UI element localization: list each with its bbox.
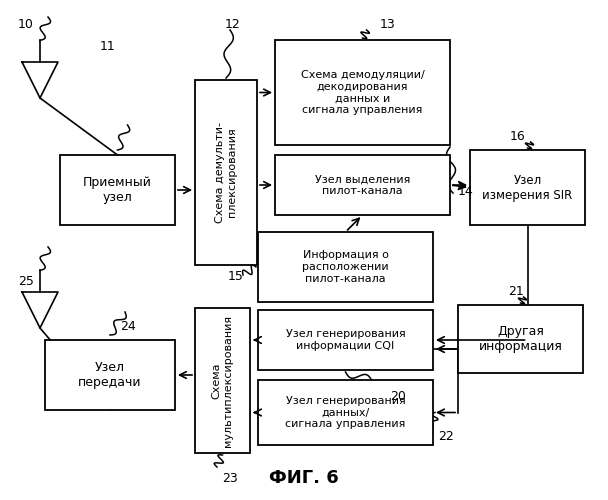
- Text: 22: 22: [438, 430, 454, 443]
- Bar: [258, 232, 433, 302]
- Bar: [195, 308, 250, 453]
- Text: 13: 13: [380, 18, 396, 31]
- Text: Узел
измерения SIR: Узел измерения SIR: [482, 174, 573, 202]
- Text: ФИГ. 6: ФИГ. 6: [269, 469, 339, 487]
- Text: 25: 25: [18, 275, 34, 288]
- Text: Информация о
расположении
пилот-канала: Информация о расположении пилот-канала: [302, 250, 389, 284]
- Text: 15: 15: [228, 270, 244, 283]
- Text: 14: 14: [458, 185, 474, 198]
- Text: 12: 12: [225, 18, 241, 31]
- Text: 11: 11: [100, 40, 116, 53]
- Bar: [458, 305, 583, 373]
- Text: Схема демульти-
плексирования: Схема демульти- плексирования: [215, 122, 237, 223]
- Text: 20: 20: [390, 390, 406, 403]
- Bar: [275, 155, 450, 215]
- Text: Узел генерирования
данных/
сигнала управления: Узел генерирования данных/ сигнала управ…: [285, 396, 406, 429]
- Text: 16: 16: [510, 130, 526, 143]
- Text: Схема
мультиплексирования: Схема мультиплексирования: [212, 314, 233, 446]
- Text: Схема демодуляции/
декодирования
данных и
сигнала управления: Схема демодуляции/ декодирования данных …: [300, 70, 424, 115]
- Text: Узел генерирования
информации CQI: Узел генерирования информации CQI: [286, 329, 406, 351]
- Text: 21: 21: [508, 285, 523, 298]
- Bar: [258, 380, 433, 445]
- Text: 10: 10: [18, 18, 34, 31]
- Text: Другая
информация: Другая информация: [478, 325, 562, 353]
- Text: 24: 24: [120, 320, 136, 333]
- Bar: [258, 310, 433, 370]
- Bar: [275, 40, 450, 145]
- Bar: [45, 340, 175, 410]
- Text: 23: 23: [222, 472, 238, 485]
- Bar: [470, 150, 585, 225]
- Text: Узел выделения
пилот-канала: Узел выделения пилот-канала: [315, 174, 410, 196]
- Bar: [60, 155, 175, 225]
- Text: Приемный
узел: Приемный узел: [83, 176, 152, 204]
- Text: Узел
передачи: Узел передачи: [78, 361, 142, 389]
- Bar: [195, 80, 257, 265]
